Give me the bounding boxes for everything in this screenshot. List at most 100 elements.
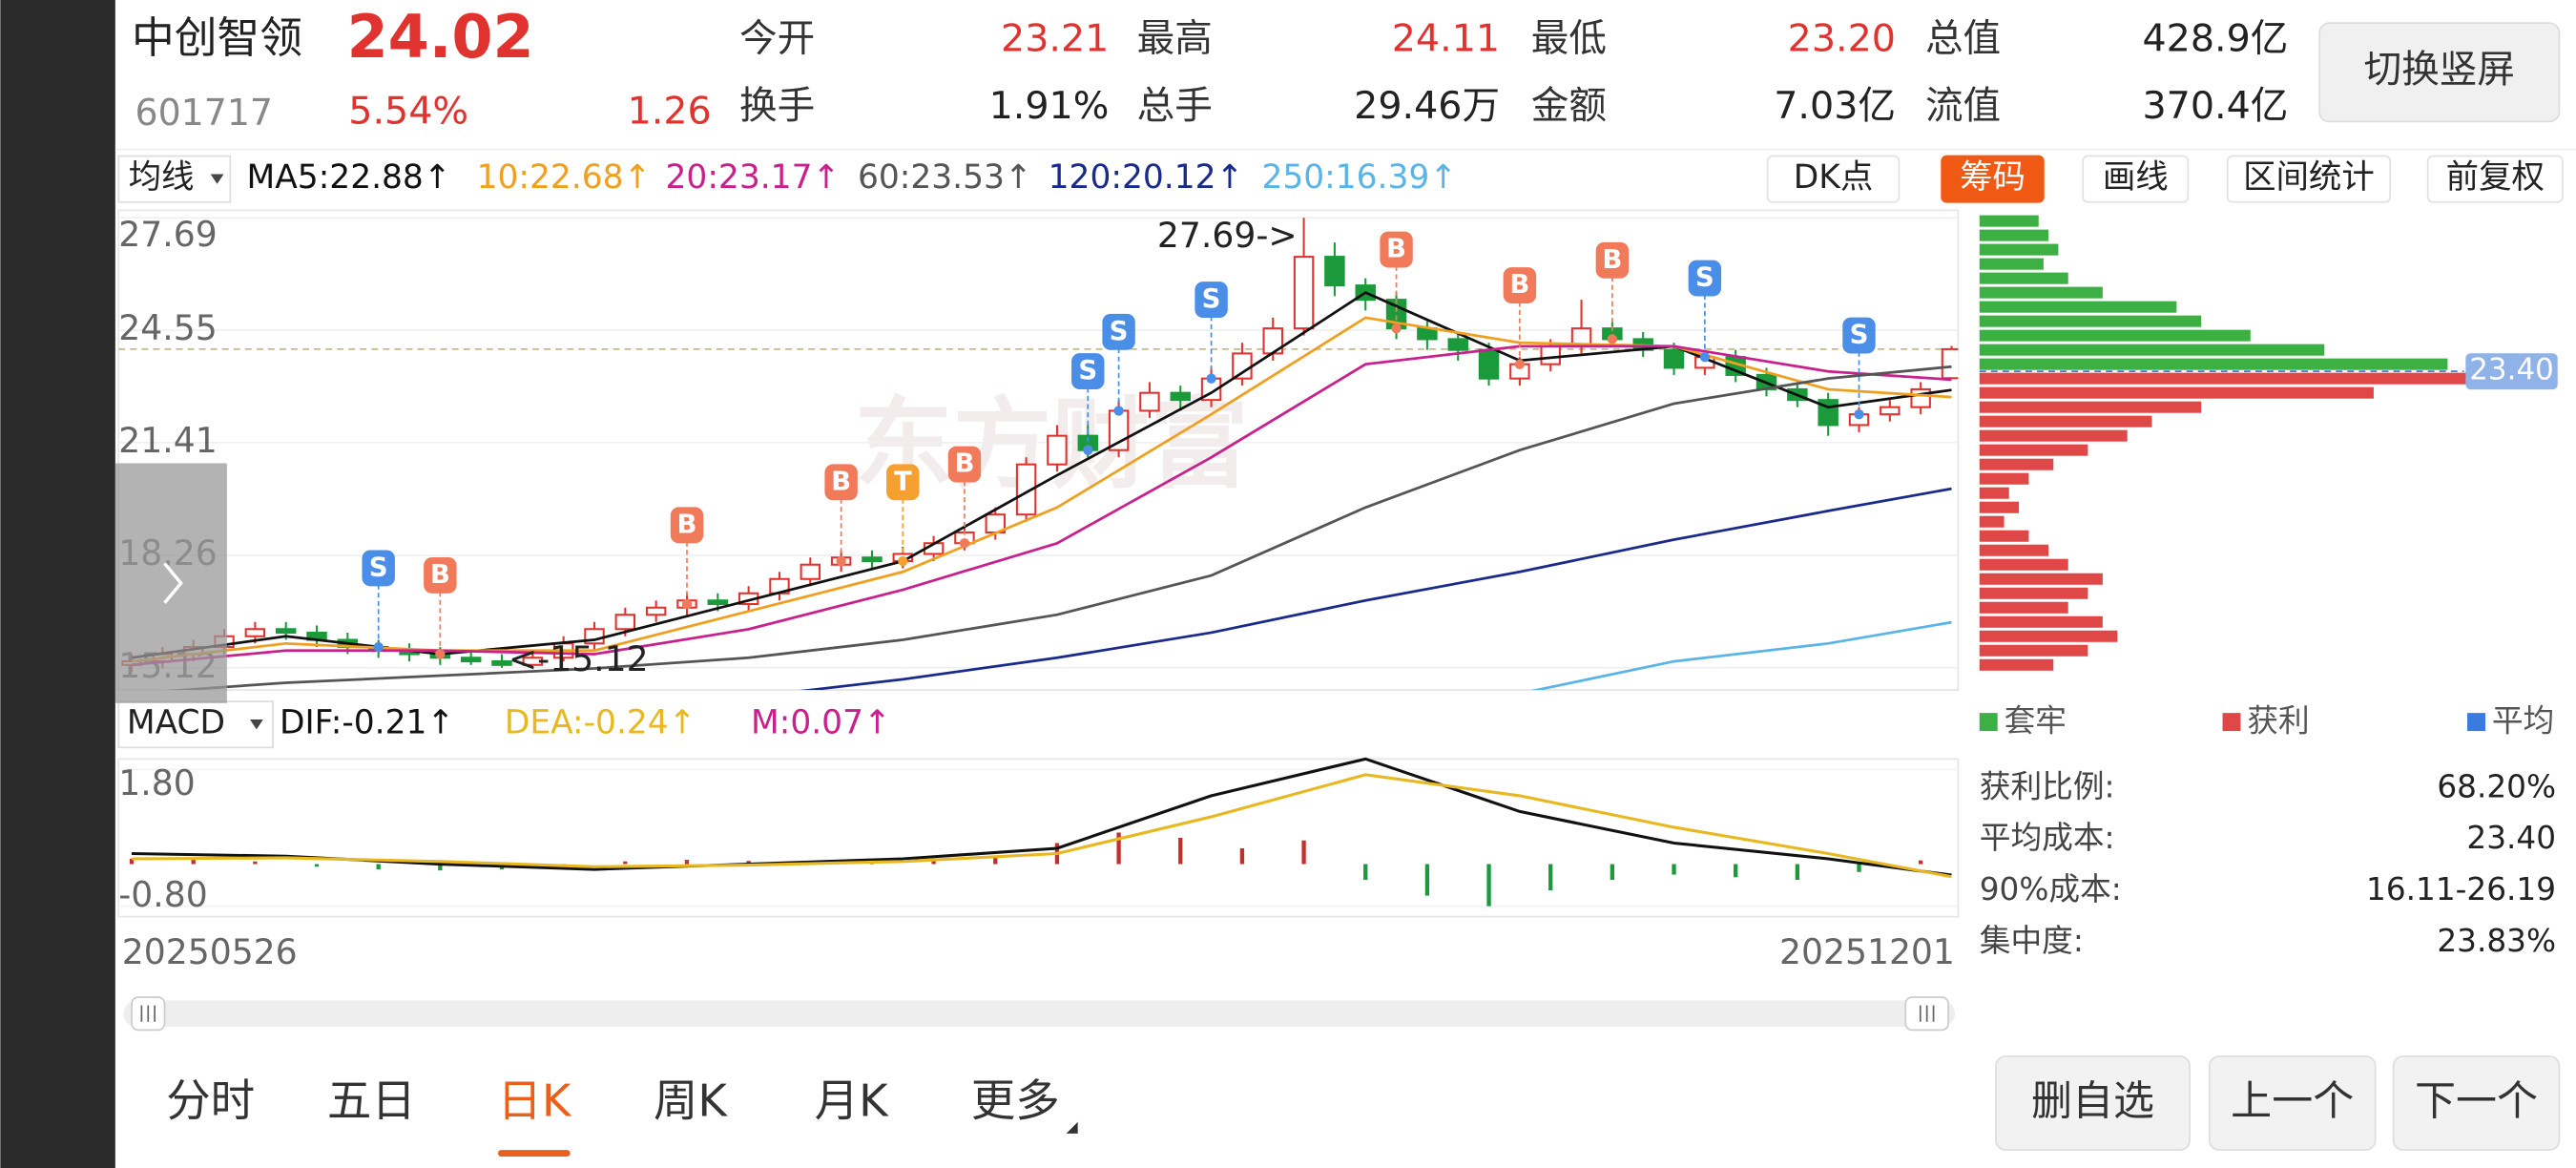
y-tick-label: 27.69 xyxy=(118,214,217,255)
chip-bar xyxy=(1979,401,2202,413)
toolbar-button-label: 区间统计 xyxy=(2243,158,2375,197)
chip-bar xyxy=(1979,501,2020,513)
macd-legend: DIF:-0.21↑ xyxy=(280,704,454,742)
chip-bar xyxy=(1979,630,2118,642)
toolbar-button[interactable] xyxy=(1766,155,1901,203)
candle-body xyxy=(1293,256,1315,330)
chip-bar xyxy=(1979,601,2068,614)
period-tab[interactable]: 日K xyxy=(497,1074,571,1126)
legend-swatch xyxy=(1979,713,1998,732)
candle-body xyxy=(1108,409,1130,451)
legend-label: 平均 xyxy=(2492,702,2554,739)
y-tick-label: 24.55 xyxy=(118,307,217,348)
toolbar-button-label: 前复权 xyxy=(2446,158,2545,197)
chip-bar xyxy=(1979,530,2029,542)
candle-body xyxy=(1447,338,1468,351)
signal-label: S xyxy=(369,552,388,582)
candle-body xyxy=(1170,391,1191,402)
side-panel-toggle[interactable] xyxy=(114,463,227,703)
ma-menu-label: 均线 xyxy=(129,158,195,197)
annotation: <-15.12 xyxy=(509,638,649,679)
annotation: 27.69-> xyxy=(1157,215,1298,256)
signal-dot xyxy=(1854,409,1864,420)
avg-cost-label: 23.40 xyxy=(2469,353,2554,387)
candle-body xyxy=(1910,387,1931,408)
y-tick-label: 1.80 xyxy=(118,762,195,803)
stat-label: 总手 xyxy=(1137,84,1213,128)
chip-bar xyxy=(1979,229,2049,241)
toolbar-button[interactable] xyxy=(2082,155,2190,203)
candle-body xyxy=(1478,348,1500,380)
stat-label: 最低 xyxy=(1531,17,1607,61)
chip-bar xyxy=(1979,315,2202,327)
signal-badge xyxy=(1503,267,1537,303)
chip-stat-label: 集中度: xyxy=(1980,923,2084,959)
stock-price: 24.02 xyxy=(347,2,534,72)
candle-body xyxy=(1232,352,1253,380)
signal-dot xyxy=(898,555,908,567)
candle-body xyxy=(244,628,266,637)
chip-bar xyxy=(1979,573,2103,585)
legend-swatch xyxy=(2467,713,2485,732)
stat-label: 流值 xyxy=(1925,84,2001,128)
candle-body xyxy=(491,659,512,666)
chip-stat-value: 68.20% xyxy=(2437,768,2556,804)
toolbar-button-label: DK点 xyxy=(1794,158,1874,197)
period-tab[interactable]: 月K xyxy=(815,1074,889,1126)
period-tab[interactable]: 分时 xyxy=(166,1074,255,1126)
signal-badge xyxy=(886,464,920,501)
toolbar-button[interactable] xyxy=(2226,155,2392,203)
stat-value: 370.4亿 xyxy=(2143,84,2289,128)
chip-bar xyxy=(1979,487,2009,499)
signal-label: B xyxy=(1602,244,1622,275)
candle-body xyxy=(275,628,297,635)
action-button[interactable] xyxy=(2392,1055,2561,1151)
signal-dot xyxy=(1607,334,1618,344)
period-tab[interactable]: 更多 xyxy=(971,1074,1060,1126)
ma-legend: 20:23.17↑ xyxy=(666,158,841,197)
action-button[interactable] xyxy=(2208,1055,2377,1151)
stat-value: 428.9亿 xyxy=(2143,17,2289,61)
chip-bar xyxy=(1979,272,2068,284)
toolbar-button[interactable] xyxy=(1941,155,2045,203)
period-tab[interactable]: 五日 xyxy=(327,1074,416,1126)
chip-bar xyxy=(1979,301,2177,313)
signal-label: T xyxy=(894,466,912,496)
signal-label: B xyxy=(1386,234,1406,264)
action-button[interactable] xyxy=(1995,1055,2191,1151)
scroll-track[interactable] xyxy=(123,1000,1955,1027)
candle-body xyxy=(800,563,821,580)
switch-button[interactable] xyxy=(2318,22,2561,123)
candle-body xyxy=(522,657,544,666)
stock-code: 601717 xyxy=(135,92,273,134)
candle-body xyxy=(1540,344,1561,365)
candle-body xyxy=(1663,348,1685,369)
chip-bar xyxy=(1979,444,2088,456)
chip-bar xyxy=(1979,558,2068,571)
stat-label: 金额 xyxy=(1531,84,1607,128)
signal-label: S xyxy=(1078,355,1097,386)
signal-badge xyxy=(1071,353,1105,389)
ma-menu[interactable] xyxy=(117,155,232,203)
chip-bar xyxy=(1979,472,2029,485)
stock-name: 中创智领 xyxy=(132,12,302,63)
dropdown-arrow xyxy=(210,174,224,184)
chip-bar xyxy=(1979,515,2005,528)
period-tab[interactable]: 周K xyxy=(654,1074,728,1126)
chip-bar xyxy=(1979,329,2251,342)
action-button-label: 下一个 xyxy=(2415,1077,2538,1125)
chip-bar xyxy=(1979,587,2088,599)
signal-badge xyxy=(1102,313,1135,350)
legend-label: 获利 xyxy=(2247,702,2309,739)
chip-bar xyxy=(1979,658,2054,671)
chip-bar xyxy=(1979,344,2325,356)
macd-legend: M:0.07↑ xyxy=(751,704,891,742)
chevron xyxy=(163,562,183,604)
ma-line xyxy=(1530,620,1952,691)
candle-body xyxy=(645,606,667,616)
toolbar-button[interactable] xyxy=(2426,155,2564,203)
chip-stat-label: 平均成本: xyxy=(1980,820,2115,856)
dropdown-arrow xyxy=(250,720,263,730)
